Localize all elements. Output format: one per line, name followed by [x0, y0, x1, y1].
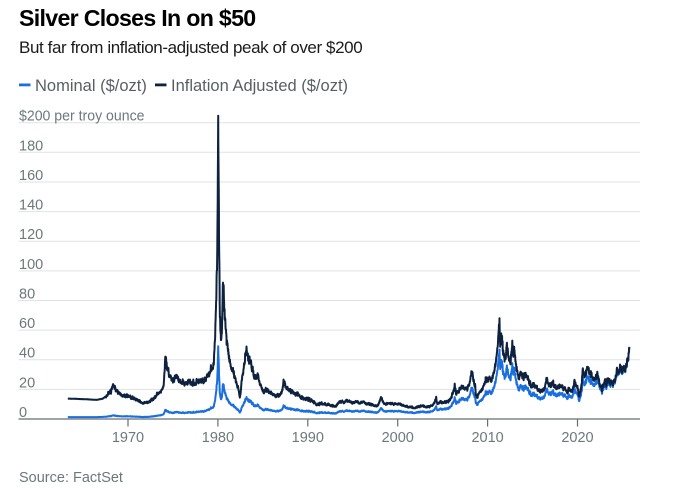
svg-text:1990: 1990 [292, 430, 324, 446]
svg-text:Nominal ($/ozt): Nominal ($/ozt) [35, 77, 147, 95]
svg-text:20: 20 [19, 375, 35, 391]
svg-text:60: 60 [19, 316, 35, 332]
svg-text:2000: 2000 [382, 430, 414, 446]
svg-text:2010: 2010 [471, 430, 503, 446]
svg-text:0: 0 [19, 405, 27, 421]
svg-text:100: 100 [19, 257, 43, 273]
svg-text:1970: 1970 [112, 430, 144, 446]
svg-text:180: 180 [19, 138, 43, 154]
svg-text:$200 per troy ounce: $200 per troy ounce [19, 109, 145, 125]
svg-text:2020: 2020 [561, 430, 593, 446]
svg-text:Silver Closes In on $50: Silver Closes In on $50 [19, 5, 256, 31]
svg-text:Inflation Adjusted ($/ozt): Inflation Adjusted ($/ozt) [171, 77, 348, 95]
svg-text:But far from inflation-adjuste: But far from inflation-adjusted peak of … [19, 38, 362, 57]
svg-text:Source: FactSet: Source: FactSet [19, 470, 123, 486]
svg-text:40: 40 [19, 346, 35, 362]
svg-text:1980: 1980 [202, 430, 234, 446]
svg-text:140: 140 [19, 198, 43, 214]
svg-text:80: 80 [19, 287, 35, 303]
svg-text:120: 120 [19, 227, 43, 243]
svg-text:160: 160 [19, 168, 43, 184]
